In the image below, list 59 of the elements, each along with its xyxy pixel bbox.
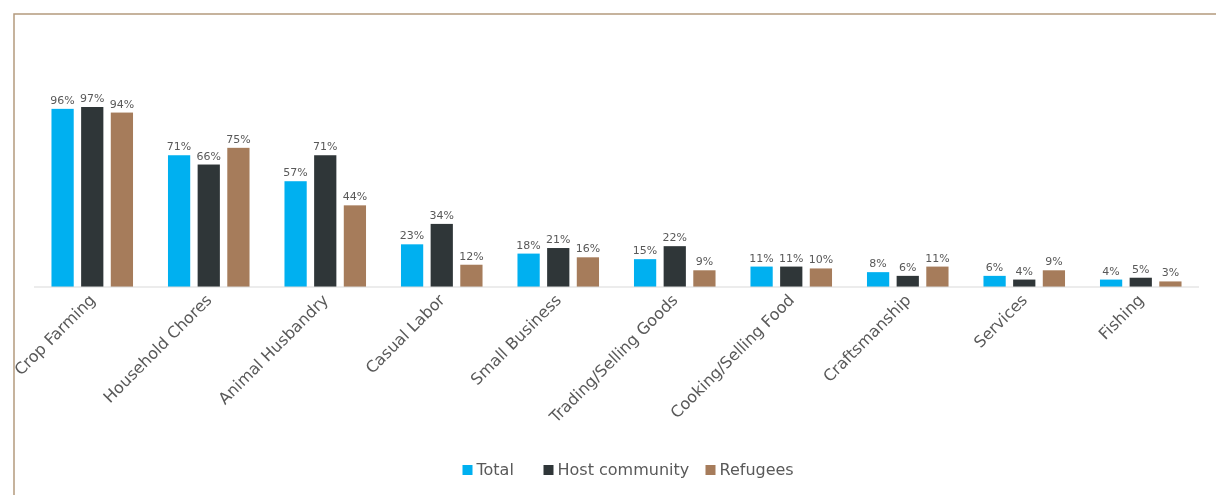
bar: [284, 181, 307, 287]
data-label: 94%: [109, 97, 135, 111]
data-label: 16%: [575, 242, 601, 256]
bar: [693, 270, 716, 287]
data-label: 3%: [1161, 266, 1180, 280]
data-label: 66%: [196, 149, 221, 163]
bar: [81, 107, 104, 287]
bar: [866, 272, 890, 287]
data-label: 44%: [342, 190, 368, 204]
bar: [809, 268, 833, 287]
data-label: 23%: [399, 229, 425, 243]
bar: [197, 164, 220, 287]
bar: [780, 266, 803, 287]
bar: [51, 108, 74, 287]
data-label: 4%: [1102, 264, 1120, 278]
data-label: 12%: [459, 249, 484, 263]
bar: [460, 264, 483, 287]
bar: [430, 223, 453, 287]
bar: [400, 244, 424, 287]
data-label: 6%: [985, 260, 1004, 274]
data-label: 4%: [1015, 264, 1033, 278]
data-label: 97%: [80, 92, 105, 105]
data-label: 11%: [779, 251, 804, 265]
bar: [227, 147, 250, 287]
bar: [663, 246, 686, 287]
data-label: 9%: [695, 255, 714, 269]
bar: [576, 257, 600, 287]
bar: [167, 155, 191, 287]
data-label: 10%: [808, 253, 834, 267]
data-label: 21%: [546, 233, 571, 247]
data-label: 18%: [516, 238, 541, 252]
data-label: 34%: [429, 208, 454, 222]
legend-label: Refugees: [719, 460, 794, 479]
bar: [517, 253, 540, 287]
data-label: 57%: [283, 166, 308, 180]
legend-label: Total: [475, 460, 514, 479]
data-label: 9%: [1045, 255, 1063, 269]
bar: [547, 248, 570, 287]
bar: [110, 112, 134, 287]
data-label: 22%: [662, 231, 687, 245]
data-label: 5%: [1132, 262, 1150, 276]
bar: [926, 266, 949, 287]
bar: [983, 275, 1006, 287]
bar: [1042, 270, 1066, 287]
data-label: 96%: [50, 93, 75, 107]
data-label: 8%: [869, 257, 887, 271]
data-label: 11%: [749, 251, 774, 265]
bar: [1159, 281, 1182, 287]
data-label: 15%: [632, 244, 658, 258]
data-label: 75%: [226, 132, 251, 146]
legend-label: Host community: [557, 460, 690, 479]
bar: [314, 155, 337, 287]
data-label: 71%: [166, 140, 192, 154]
bar: [633, 259, 657, 287]
data-label: 6%: [899, 260, 917, 274]
bar: [343, 205, 367, 287]
data-label: 71%: [313, 140, 338, 154]
bar: [750, 266, 773, 287]
data-label: 11%: [925, 251, 950, 265]
